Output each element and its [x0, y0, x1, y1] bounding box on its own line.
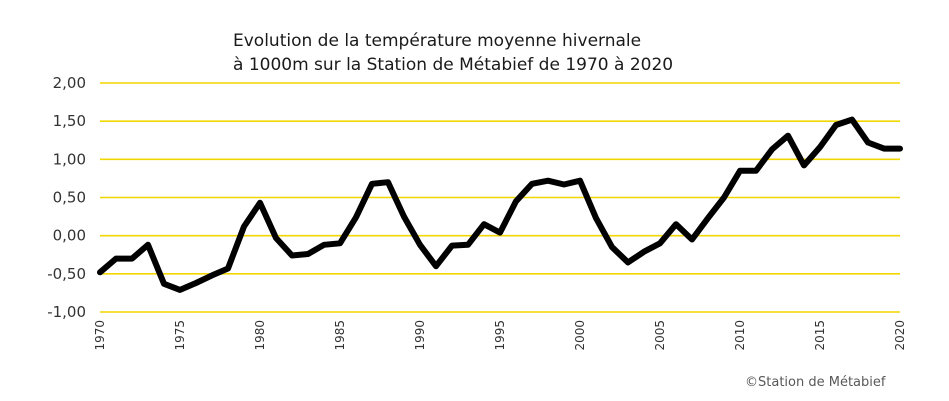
x-tick-label: 2005 — [653, 320, 667, 351]
x-tick-label: 1975 — [173, 320, 187, 351]
chart-title-line-2: à 1000m sur la Station de Métabief de 19… — [233, 55, 673, 75]
x-tick-label: 1985 — [333, 320, 347, 351]
y-tick-label: 1,00 — [53, 150, 86, 168]
x-tick-label: 1990 — [413, 320, 427, 351]
x-tick-label: 2000 — [573, 320, 587, 351]
y-tick-label: 1,50 — [53, 112, 86, 130]
y-tick-label: -0,50 — [47, 265, 86, 283]
x-tick-label: 1980 — [253, 320, 267, 351]
x-tick-label: 2015 — [813, 320, 827, 351]
y-tick-label: 0,00 — [53, 227, 86, 245]
y-tick-label: -1,00 — [47, 303, 86, 321]
y-tick-label: 0,50 — [53, 189, 86, 207]
credit-text: ©Station de Métabief — [745, 375, 886, 390]
x-tick-label: 1995 — [493, 320, 507, 351]
y-axis-ticks: 2,00 1,50 1,00 0,50 0,00 -0,50 -1,00 — [47, 74, 86, 321]
x-tick-label: 2010 — [733, 320, 747, 351]
y-tick-label: 2,00 — [53, 74, 86, 92]
gridlines — [100, 82, 900, 313]
x-tick-label: 2020 — [893, 320, 907, 351]
series-line — [97, 116, 903, 293]
chart-title-line-1: Evolution de la température moyenne hive… — [233, 31, 641, 51]
x-axis-ticks: 1970 1975 1980 1985 1990 1995 2000 2005 2010 2015… — [93, 320, 907, 351]
x-tick-label: 1970 — [93, 320, 107, 351]
